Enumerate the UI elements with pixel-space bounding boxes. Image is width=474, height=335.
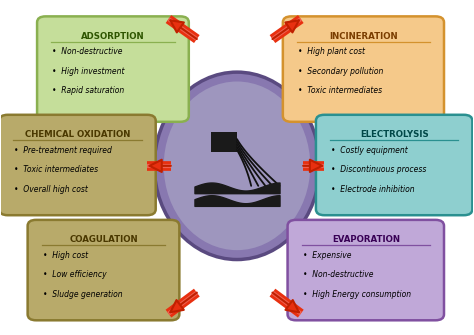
Bar	[211, 132, 237, 152]
Text: •  Costly equipment: • Costly equipment	[331, 146, 408, 155]
Text: INCINERATION: INCINERATION	[329, 32, 398, 41]
Text: ELECTROLYSIS: ELECTROLYSIS	[360, 130, 428, 139]
FancyBboxPatch shape	[37, 16, 189, 122]
Text: COAGULATION: COAGULATION	[69, 235, 138, 244]
Text: •  Discontinuous process: • Discontinuous process	[331, 165, 427, 174]
Text: •  Non-destructive: • Non-destructive	[303, 270, 373, 279]
Text: •  High investment: • High investment	[52, 67, 125, 76]
Ellipse shape	[155, 72, 319, 260]
Text: •  Low efficiency: • Low efficiency	[43, 270, 106, 279]
Text: •  Toxic intermediates: • Toxic intermediates	[298, 86, 382, 95]
Text: •  Pre-treatment required: • Pre-treatment required	[14, 146, 112, 155]
Text: EVAPORATION: EVAPORATION	[332, 235, 400, 244]
Text: •  High Energy consumption: • High Energy consumption	[303, 289, 411, 298]
FancyBboxPatch shape	[283, 16, 444, 122]
Text: •  Secondary pollution: • Secondary pollution	[298, 67, 383, 76]
FancyBboxPatch shape	[0, 115, 156, 215]
FancyBboxPatch shape	[316, 115, 473, 215]
Text: •  High cost: • High cost	[43, 251, 88, 260]
Text: •  High plant cost: • High plant cost	[298, 47, 365, 56]
FancyBboxPatch shape	[27, 220, 179, 320]
Text: •  Non-destructive: • Non-destructive	[52, 47, 123, 56]
Text: •  Expensive: • Expensive	[303, 251, 351, 260]
Text: •  Toxic intermediates: • Toxic intermediates	[14, 165, 99, 174]
Text: •  Electrode inhibition: • Electrode inhibition	[331, 185, 415, 194]
Text: CHEMICAL OXIDATION: CHEMICAL OXIDATION	[25, 130, 130, 139]
Text: ADSORPTION: ADSORPTION	[81, 32, 145, 41]
Text: •  Overall high cost: • Overall high cost	[14, 185, 88, 194]
Text: •  Sludge generation: • Sludge generation	[43, 289, 122, 298]
Text: •  Rapid saturation: • Rapid saturation	[52, 86, 125, 95]
Ellipse shape	[164, 81, 310, 250]
FancyBboxPatch shape	[288, 220, 444, 320]
